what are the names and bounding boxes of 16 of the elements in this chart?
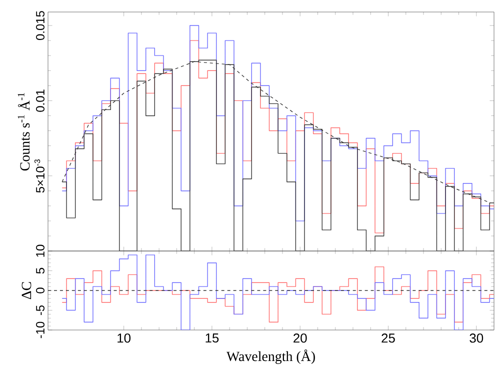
y-tick-label: 5: [36, 268, 44, 274]
y-axis-title: ΔC: [22, 282, 32, 300]
y-tick-label: 0: [36, 288, 44, 294]
x-tick-label: 10: [118, 334, 131, 343]
y-tick-label: 0.015: [36, 11, 44, 40]
y-tick-label: 10: [36, 244, 44, 257]
x-axis-title: Wavelength (Å): [226, 350, 315, 364]
x-tick-label: 20: [294, 334, 307, 343]
x-tick-label: 25: [382, 334, 395, 343]
y-tick-label: 5×10$^{-3}$: [34, 159, 44, 193]
x-tick-label: 30: [470, 334, 484, 343]
x-tick-label: 15: [206, 334, 219, 343]
y-tick-label: -5: [36, 305, 44, 316]
y-axis-title: Counts s$^{-1}$ Å$^{-1}$: [18, 92, 30, 171]
y-tick-label: 0.01: [36, 90, 44, 112]
y-tick-label: -10: [36, 322, 44, 338]
